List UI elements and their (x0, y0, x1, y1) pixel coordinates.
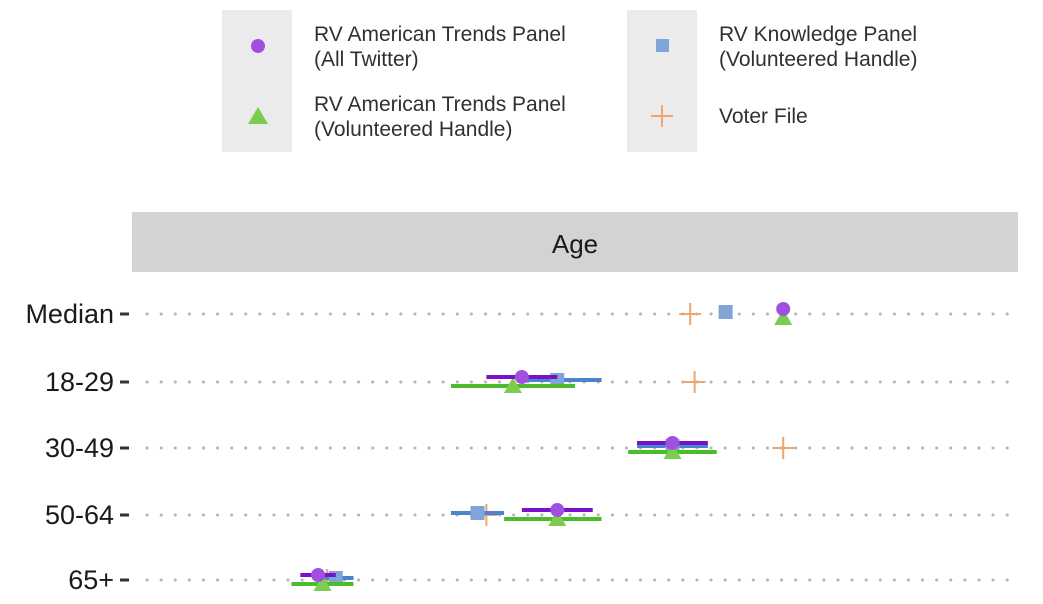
facet-title: Age (552, 229, 598, 259)
legend-group-right: RV Knowledge Panel (Volunteered Handle) … (627, 10, 956, 152)
y-tick-label: 30-49 (45, 433, 114, 463)
data-point-triangle (313, 575, 332, 591)
plus-marker-icon (651, 105, 673, 127)
square-marker-icon (656, 39, 669, 52)
data-point-square (718, 305, 733, 319)
legend-label: Voter File (719, 105, 808, 128)
legend: RV American Trends Panel (All Twitter) R… (222, 10, 956, 152)
legend-group-left: RV American Trends Panel (All Twitter) R… (222, 10, 602, 152)
legend-label: RV American Trends Panel (Volunteered Ha… (314, 93, 566, 141)
y-tick-label: 65+ (68, 565, 114, 595)
y-tick-label: Median (25, 299, 114, 329)
data-point-plus (683, 371, 706, 393)
circle-marker-icon (251, 39, 265, 53)
data-point-circle (514, 370, 529, 384)
data-point-triangle (548, 510, 567, 526)
legend-key-background (627, 10, 697, 152)
data-point-circle (550, 503, 565, 517)
y-tick-label: 50-64 (45, 500, 114, 530)
legend-label: RV Knowledge Panel (Volunteered Handle) (719, 23, 918, 71)
triangle-marker-icon (248, 107, 268, 124)
data-point-triangle (503, 377, 522, 393)
data-point-plus (679, 303, 702, 325)
data-point-circle (776, 302, 791, 316)
data-point-circle (311, 568, 326, 582)
legend-item-atp-all-twitter: RV American Trends Panel (All Twitter) (222, 20, 602, 72)
legend-item-knowledge-panel: RV Knowledge Panel (Volunteered Handle) (627, 20, 956, 72)
legend-label: RV American Trends Panel (All Twitter) (314, 23, 566, 71)
legend-item-voter-file: Voter File (627, 90, 956, 142)
facet-strip (132, 212, 1018, 272)
legend-key-background (222, 10, 292, 152)
data-point-triangle (663, 443, 682, 459)
y-tick-label: 18-29 (45, 367, 114, 397)
data-point-triangle (774, 309, 793, 325)
data-point-circle (665, 436, 680, 450)
legend-item-atp-volunteered: RV American Trends Panel (Volunteered Ha… (222, 90, 602, 142)
data-point-plus (772, 437, 795, 459)
data-point-square (470, 506, 485, 520)
